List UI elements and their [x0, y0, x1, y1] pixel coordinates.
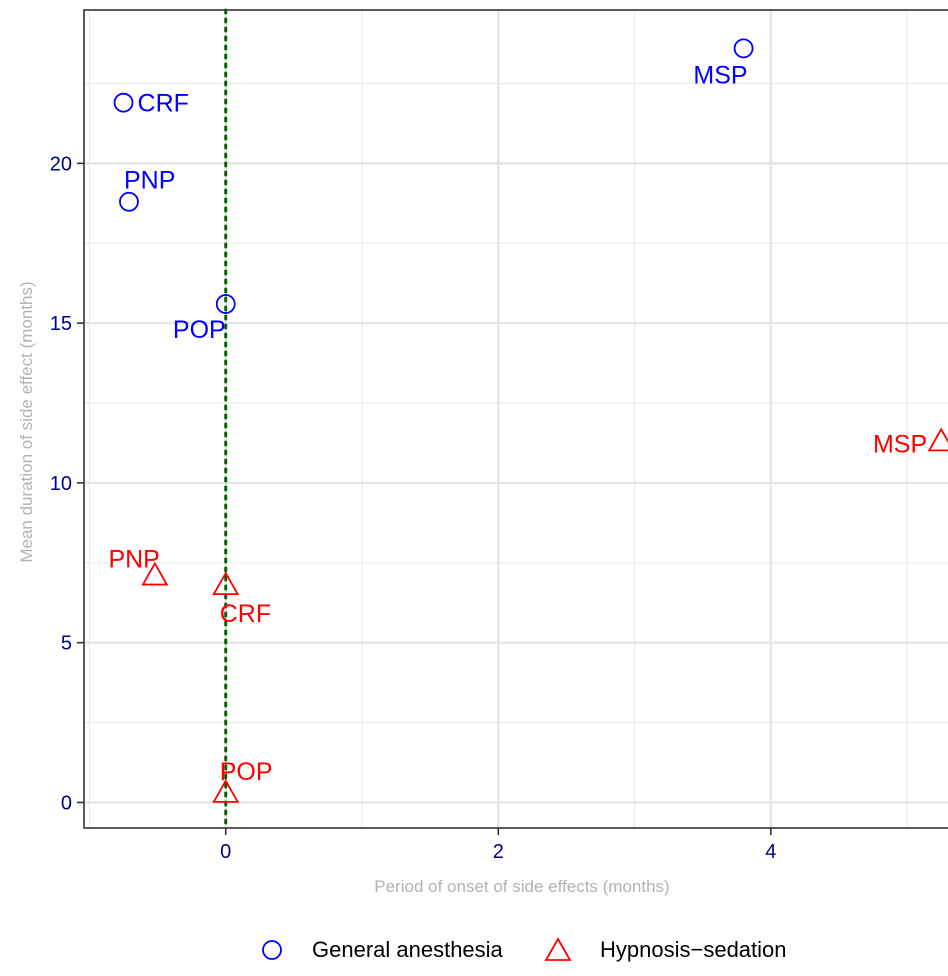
triangle-point-pnp [141, 561, 169, 586]
circle-point-msp [733, 38, 754, 59]
circle-point-pop [215, 294, 236, 314]
x-tick-label: 2 [493, 841, 504, 863]
y-tick-label: 15 [50, 313, 72, 335]
point-label-pnp: PNP [124, 167, 175, 195]
y-tick-label: 20 [50, 153, 72, 175]
legend-circle-marker [262, 940, 282, 960]
point-label-pnp: PNP [108, 546, 159, 574]
data-points [113, 38, 948, 803]
panel-frame [83, 9, 948, 829]
triangle-point-pop [212, 779, 240, 803]
point-label-crf: CRF [138, 90, 189, 118]
panel-border [83, 9, 948, 829]
triangle-point-msp [927, 427, 948, 452]
axes: 0 2 4 0 5 10 15 20 [50, 153, 777, 863]
y-tick-label: 10 [50, 473, 72, 495]
legend-circle-icon [262, 940, 282, 960]
point-label-msp: MSP [693, 61, 747, 89]
y-tick-label: 0 [61, 792, 72, 814]
legend-triangle-marker [544, 937, 572, 961]
x-tick-label: 0 [220, 841, 231, 863]
point-labels: CRF PNP POP MSP PNP CRF POP MSP [108, 61, 927, 786]
legend: General anesthesia Hypnosis−sedation [262, 937, 787, 962]
triangle-point-crf [212, 571, 240, 596]
point-label-crf: CRF [220, 600, 271, 628]
circle-point-crf [113, 92, 134, 113]
point-label-pop: POP [220, 758, 273, 786]
panel-background [84, 10, 948, 828]
point-label-pop: POP [173, 316, 226, 344]
y-axis-title: Mean duration of side effect (months) [17, 281, 36, 562]
legend-label-general-anesthesia: General anesthesia [312, 937, 504, 962]
x-axis-title: Period of onset of side effects (months) [374, 877, 669, 896]
x-tick-label: 4 [765, 841, 776, 863]
point-label-msp: MSP [873, 430, 927, 458]
circle-point-pnp [119, 191, 139, 212]
legend-label-hypnosis-sedation: Hypnosis−sedation [600, 937, 787, 962]
y-tick-label: 5 [61, 633, 72, 655]
grid [84, 10, 948, 828]
legend-triangle-icon [544, 937, 572, 961]
